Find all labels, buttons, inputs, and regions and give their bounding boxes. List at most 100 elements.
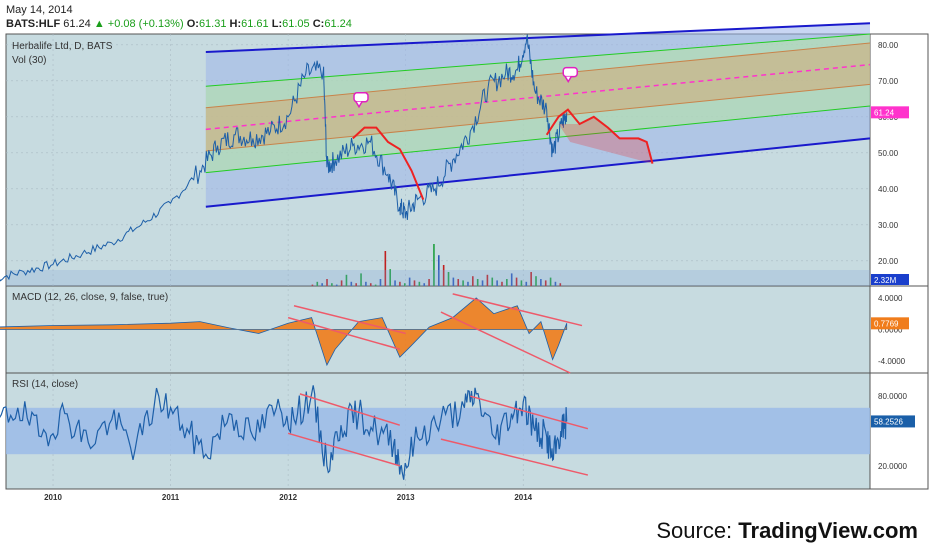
volume-bar <box>501 281 503 286</box>
volume-bar <box>540 279 542 286</box>
x-tick-label: 2011 <box>162 493 180 502</box>
close-label: C: <box>312 18 325 30</box>
volume-bar <box>530 272 532 286</box>
high-label: H: <box>229 18 242 30</box>
volume-bar <box>428 279 430 286</box>
volume-bar <box>369 283 372 286</box>
channel-inner-bottom <box>205 105 871 174</box>
last-price: 61.24 <box>63 18 91 30</box>
volume-bar <box>355 283 357 286</box>
volume-bar <box>321 283 323 286</box>
volume-indicator-label: Vol (30) <box>12 55 46 66</box>
channel-inner-top <box>205 33 871 87</box>
y-tick-label: 70.00 <box>878 77 899 86</box>
rsi-line <box>0 385 568 480</box>
change-text: +0.08 (+0.13%) <box>107 18 184 30</box>
rsi-trendline <box>287 432 401 467</box>
source-brand: TradingView.com <box>738 518 918 543</box>
volume-bar <box>403 283 406 286</box>
symbol-text: BATS:HLF <box>6 18 61 30</box>
band-bottom <box>205 83 871 152</box>
low-label: L: <box>271 18 283 30</box>
rsi-trendline <box>299 393 401 426</box>
volume-bar <box>510 273 513 286</box>
hand-pointer-icon <box>562 66 578 78</box>
volume-bar <box>335 284 338 286</box>
stock-chart[interactable]: 2010201120122013201480.0070.0060.0050.00… <box>0 0 932 520</box>
volume-bar <box>374 284 377 286</box>
source-prefix: Source: <box>656 518 739 543</box>
macd-value-flag <box>871 317 909 330</box>
x-tick-label: 2010 <box>44 493 62 502</box>
channel-upper-line <box>205 22 871 53</box>
volume-bar <box>549 277 552 286</box>
last-price-flag <box>871 106 909 119</box>
volume-area <box>6 270 870 286</box>
macd-tick-label: 4.0000 <box>878 294 903 303</box>
volume-bar <box>438 255 440 286</box>
volume-flag <box>871 274 909 285</box>
x-tick-label: 2013 <box>397 493 415 502</box>
symbol-line: BATS:HLF 61.24 ▲ +0.08 (+0.13%) O:61.31 … <box>6 18 352 31</box>
volume-bar <box>544 280 547 286</box>
volume-bar <box>345 274 348 286</box>
volume-bar <box>491 277 494 286</box>
volume-bar <box>457 279 460 286</box>
volume-bar <box>418 281 421 286</box>
rsi-value-flag <box>871 415 915 428</box>
up-arrow-icon: ▲ <box>93 18 105 30</box>
volume-bar <box>467 281 469 286</box>
rsi-tick-label: 80.0000 <box>878 392 907 401</box>
volume-bar <box>413 280 416 286</box>
volume-bar <box>515 277 518 286</box>
volume-bar <box>423 283 426 286</box>
volume-bar <box>447 272 450 286</box>
open-label: O: <box>186 18 199 30</box>
volume-bar <box>379 279 382 286</box>
band-top <box>205 42 871 109</box>
y-tick-label: 80.00 <box>878 41 899 50</box>
y-tick-label: 20.00 <box>878 257 899 266</box>
volume-bar <box>462 280 464 286</box>
hand-pointer-icon <box>353 92 369 103</box>
volume-bar <box>520 280 523 286</box>
macd-tick-label: -4.0000 <box>878 357 906 366</box>
volume-bar <box>481 280 484 286</box>
volume-bar <box>535 276 537 286</box>
volume-bar <box>554 281 557 286</box>
volume-bar <box>559 283 562 286</box>
rsi-tick-label: 20.0000 <box>878 462 907 471</box>
chart-date: May 14, 2014 <box>6 4 73 17</box>
x-tick-label: 2014 <box>514 493 532 502</box>
volume-bar <box>340 280 343 286</box>
projection-curve-2014 <box>545 108 654 164</box>
rsi-band <box>6 407 870 455</box>
macd-trendline <box>293 305 406 335</box>
rsi-title: RSI (14, close) <box>12 379 78 390</box>
volume-bar <box>442 265 445 286</box>
volume-flag-text: 2.32M <box>874 276 897 285</box>
channel-lower-line <box>205 137 871 208</box>
price-line <box>0 34 568 282</box>
projection-curve-2012 <box>352 126 425 200</box>
volume-bar <box>360 273 362 286</box>
volume-bar <box>452 277 455 286</box>
rsi-trendline <box>440 438 589 476</box>
rsi-trendline <box>470 395 589 430</box>
macd-tick-label: 0.0000 <box>878 326 903 335</box>
y-tick-label: 30.00 <box>878 221 899 230</box>
volume-bar <box>408 277 411 286</box>
volume-bar <box>506 279 508 286</box>
price-title: Herbalife Ltd, D, BATS <box>12 41 113 52</box>
open-value: 61.31 <box>198 18 227 30</box>
volume-bar <box>433 244 435 286</box>
volume-bar <box>365 281 367 286</box>
volume-bar <box>486 274 489 286</box>
macd-title: MACD (12, 26, close, 9, false, true) <box>12 292 168 303</box>
volume-bar <box>399 281 401 286</box>
rsi-value-flag-text: 58.2526 <box>874 417 903 426</box>
volume-bar <box>496 280 498 286</box>
last-price-flag-text: 61.24 <box>874 108 895 117</box>
volume-bar <box>384 251 387 286</box>
projection-shade <box>558 116 653 164</box>
